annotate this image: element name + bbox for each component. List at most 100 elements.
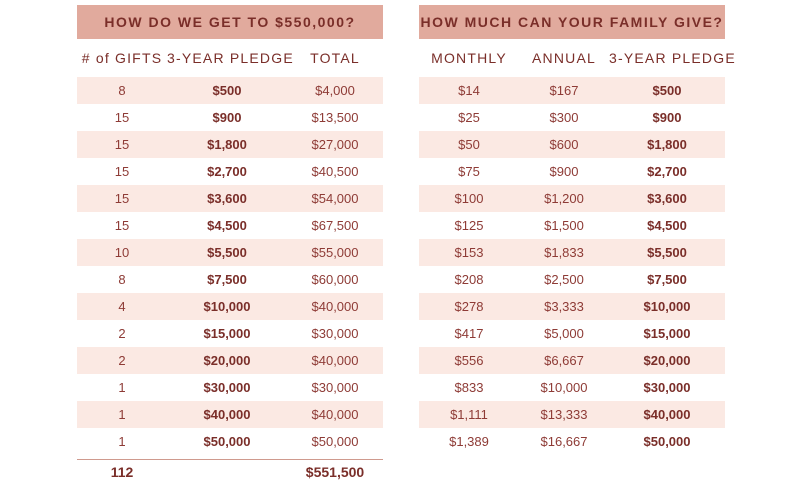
table-header-row: # of GIFTS 3-YEAR PLEDGE TOTAL [77, 39, 383, 77]
gift-count-cell: 8 [77, 266, 167, 293]
annual-amount-cell: $1,500 [519, 212, 609, 239]
monthly-amount-cell: $75 [419, 158, 519, 185]
total-amount-cell: $50,000 [287, 428, 383, 455]
pledge-amount-cell: $3,600 [609, 185, 725, 212]
pledge-amount-cell: $10,000 [167, 293, 287, 320]
table-row: $14 $167 $500 [419, 77, 725, 104]
total-amount-cell: $4,000 [287, 77, 383, 104]
gift-count-cell: 15 [77, 185, 167, 212]
monthly-amount-cell: $125 [419, 212, 519, 239]
total-amount-cell: $40,500 [287, 158, 383, 185]
totals-divider [77, 459, 383, 460]
gift-count-cell: 2 [77, 320, 167, 347]
gift-count-cell: 8 [77, 77, 167, 104]
totals-row: 112 $551,500 [77, 460, 383, 484]
pledge-amount-cell: $1,800 [609, 131, 725, 158]
gift-count-cell: 15 [77, 104, 167, 131]
column-header-gifts: # of GIFTS [81, 50, 163, 66]
total-gifts-count: 112 [110, 464, 134, 480]
table-row: $1,389 $16,667 $50,000 [419, 428, 725, 455]
pledge-amount-cell: $7,500 [167, 266, 287, 293]
gift-breakdown-title: HOW DO WE GET TO $550,000? [77, 5, 383, 39]
column-header-total: TOTAL [310, 50, 360, 66]
annual-amount-cell: $2,500 [519, 266, 609, 293]
table-row: $556 $6,667 $20,000 [419, 347, 725, 374]
annual-amount-cell: $600 [519, 131, 609, 158]
column-header-monthly: MONTHLY [431, 50, 507, 66]
family-giving-title: HOW MUCH CAN YOUR FAMILY GIVE? [419, 5, 725, 39]
column-header-annual: ANNUAL [532, 50, 596, 66]
pledge-amount-cell: $10,000 [609, 293, 725, 320]
pledge-amount-cell: $900 [167, 104, 287, 131]
pledge-amount-cell: $40,000 [167, 401, 287, 428]
table-row: 15 $4,500 $67,500 [77, 212, 383, 239]
gift-count-cell: 1 [77, 401, 167, 428]
pledge-amount-cell: $500 [167, 77, 287, 104]
total-amount-cell: $67,500 [287, 212, 383, 239]
table-row: $50 $600 $1,800 [419, 131, 725, 158]
total-amount-cell: $60,000 [287, 266, 383, 293]
gift-count-cell: 15 [77, 158, 167, 185]
total-amount-cell: $40,000 [287, 293, 383, 320]
family-giving-panel: HOW MUCH CAN YOUR FAMILY GIVE? MONTHLY A… [419, 5, 736, 455]
table-row: 15 $3,600 $54,000 [77, 185, 383, 212]
monthly-amount-cell: $1,389 [419, 428, 519, 455]
table-row: 8 $7,500 $60,000 [77, 266, 383, 293]
table-row: 2 $15,000 $30,000 [77, 320, 383, 347]
pledge-amount-cell: $4,500 [609, 212, 725, 239]
monthly-amount-cell: $100 [419, 185, 519, 212]
pledge-amount-cell: $2,700 [167, 158, 287, 185]
annual-amount-cell: $3,333 [519, 293, 609, 320]
pledge-amount-cell: $7,500 [609, 266, 725, 293]
column-header-pledge: 3-YEAR PLEDGE [167, 50, 294, 66]
gift-count-cell: 1 [77, 374, 167, 401]
gift-count-cell: 10 [77, 239, 167, 266]
monthly-amount-cell: $1,111 [419, 401, 519, 428]
table-row: 8 $500 $4,000 [77, 77, 383, 104]
annual-amount-cell: $1,200 [519, 185, 609, 212]
monthly-amount-cell: $153 [419, 239, 519, 266]
pledge-amount-cell: $50,000 [167, 428, 287, 455]
total-amount-cell: $13,500 [287, 104, 383, 131]
monthly-amount-cell: $417 [419, 320, 519, 347]
table-row: 2 $20,000 $40,000 [77, 347, 383, 374]
grand-total-amount: $551,500 [305, 464, 365, 480]
table-row: $278 $3,333 $10,000 [419, 293, 725, 320]
table-row: $100 $1,200 $3,600 [419, 185, 725, 212]
gift-count-cell: 1 [77, 428, 167, 455]
table-row: $75 $900 $2,700 [419, 158, 725, 185]
annual-amount-cell: $16,667 [519, 428, 609, 455]
table-row: $25 $300 $900 [419, 104, 725, 131]
total-amount-cell: $54,000 [287, 185, 383, 212]
monthly-amount-cell: $833 [419, 374, 519, 401]
pledge-amount-cell: $30,000 [167, 374, 287, 401]
pledge-amount-cell: $20,000 [609, 347, 725, 374]
annual-amount-cell: $5,000 [519, 320, 609, 347]
monthly-amount-cell: $25 [419, 104, 519, 131]
annual-amount-cell: $167 [519, 77, 609, 104]
table-row: 15 $900 $13,500 [77, 104, 383, 131]
table-row: 10 $5,500 $55,000 [77, 239, 383, 266]
pledge-amount-cell: $5,500 [167, 239, 287, 266]
total-amount-cell: $40,000 [287, 347, 383, 374]
gift-count-cell: 4 [77, 293, 167, 320]
annual-amount-cell: $300 [519, 104, 609, 131]
column-header-three-year-pledge: 3-YEAR PLEDGE [609, 50, 736, 66]
pledge-amount-cell: $1,800 [167, 131, 287, 158]
table-row: 4 $10,000 $40,000 [77, 293, 383, 320]
family-giving-rows: $14 $167 $500 $25 $300 $900 $50 $600 $1,800 $75 $9… [419, 77, 725, 455]
table-row: 15 $2,700 $40,500 [77, 158, 383, 185]
pledge-amount-cell: $2,700 [609, 158, 725, 185]
monthly-amount-cell: $556 [419, 347, 519, 374]
total-amount-cell: $55,000 [287, 239, 383, 266]
gift-count-cell: 15 [77, 212, 167, 239]
pledge-amount-cell: $15,000 [167, 320, 287, 347]
pledge-amount-cell: $30,000 [609, 374, 725, 401]
total-amount-cell: $30,000 [287, 374, 383, 401]
total-amount-cell: $40,000 [287, 401, 383, 428]
pledge-amount-cell: $900 [609, 104, 725, 131]
annual-amount-cell: $13,333 [519, 401, 609, 428]
table-row: 1 $30,000 $30,000 [77, 374, 383, 401]
gift-breakdown-rows: 8 $500 $4,000 15 $900 $13,500 15 $1,800 $27,000 1… [77, 77, 383, 455]
table-row: $208 $2,500 $7,500 [419, 266, 725, 293]
